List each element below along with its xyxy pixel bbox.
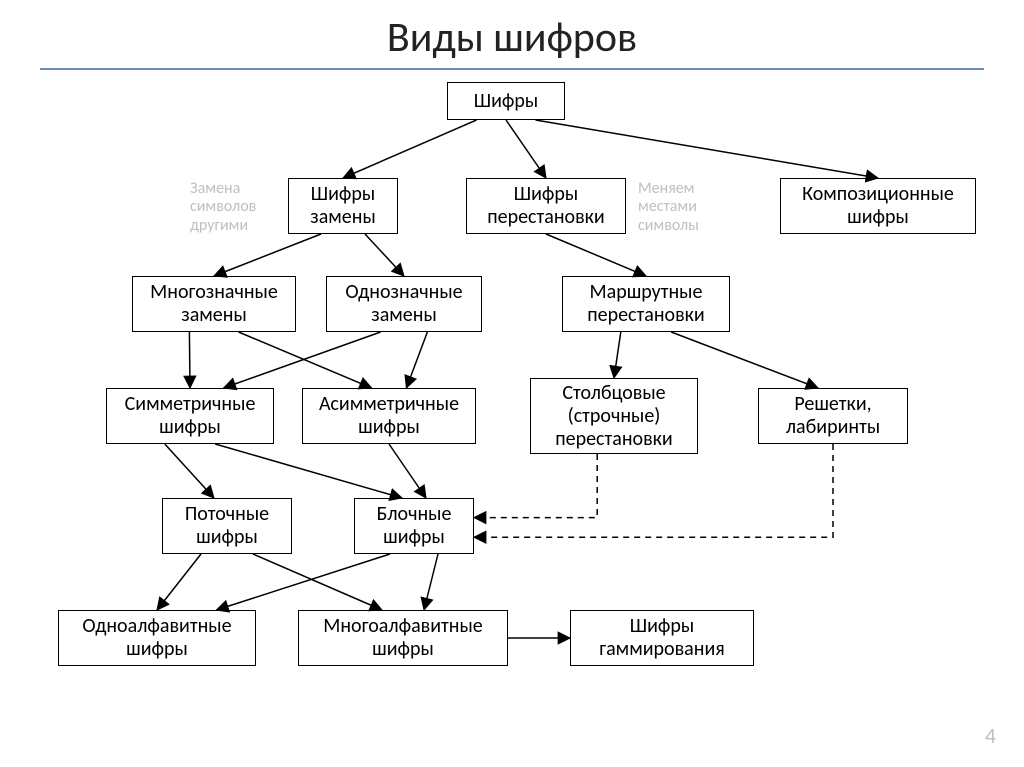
node-comp: Композиционные шифры (780, 178, 976, 234)
edge-block-to-mono (216, 554, 390, 610)
node-gamma: Шифры гаммирования (570, 610, 754, 666)
edge-sym-to-block (215, 444, 402, 498)
edge-root-to-sub (343, 120, 477, 178)
edge-grid-to-block (474, 444, 833, 537)
edge-multi-to-sym (189, 332, 190, 388)
node-poly: Многоалфавитные шифры (298, 610, 508, 666)
edge-col-to-block (474, 454, 597, 518)
title-underline (40, 68, 984, 70)
annotation-a1: Замена символов другими (190, 180, 290, 235)
edge-single-to-asym (406, 332, 427, 388)
node-mono: Одноалфавитные шифры (58, 610, 256, 666)
edge-sym-to-stream (165, 444, 214, 498)
edge-root-to-comp (536, 120, 879, 178)
node-route: Маршрутные перестановки (562, 276, 730, 332)
annotation-a2: Меняем местами символы (638, 180, 738, 235)
edge-multi-to-asym (239, 332, 372, 388)
node-sym: Симметричные шифры (106, 388, 274, 444)
edge-block-to-poly (424, 554, 438, 610)
node-asym: Асимметричные шифры (302, 388, 476, 444)
node-multi: Многозначные замены (132, 276, 296, 332)
edge-route-to-col (614, 332, 621, 378)
node-perm: Шифры перестановки (466, 178, 626, 234)
slide-title: Виды шифров (0, 12, 1024, 63)
edge-stream-to-poly (253, 554, 382, 610)
slide-number: 4 (985, 722, 996, 749)
node-grid: Решетки, лабиринты (758, 388, 908, 444)
node-block: Блочные шифры (354, 498, 474, 554)
edge-perm-to-route (546, 234, 646, 276)
edge-sub-to-single (365, 234, 404, 276)
node-sub: Шифры замены (288, 178, 398, 234)
edge-stream-to-mono (157, 554, 201, 610)
node-col: Столбцовые (строчные) перестановки (530, 378, 698, 454)
edge-single-to-sym (224, 332, 381, 388)
node-stream: Поточные шифры (162, 498, 292, 554)
edge-sub-to-multi (214, 234, 321, 276)
node-root: Шифры (447, 82, 565, 120)
edge-root-to-perm (506, 120, 546, 178)
node-single: Однозначные замены (326, 276, 482, 332)
edge-asym-to-block (389, 444, 426, 498)
